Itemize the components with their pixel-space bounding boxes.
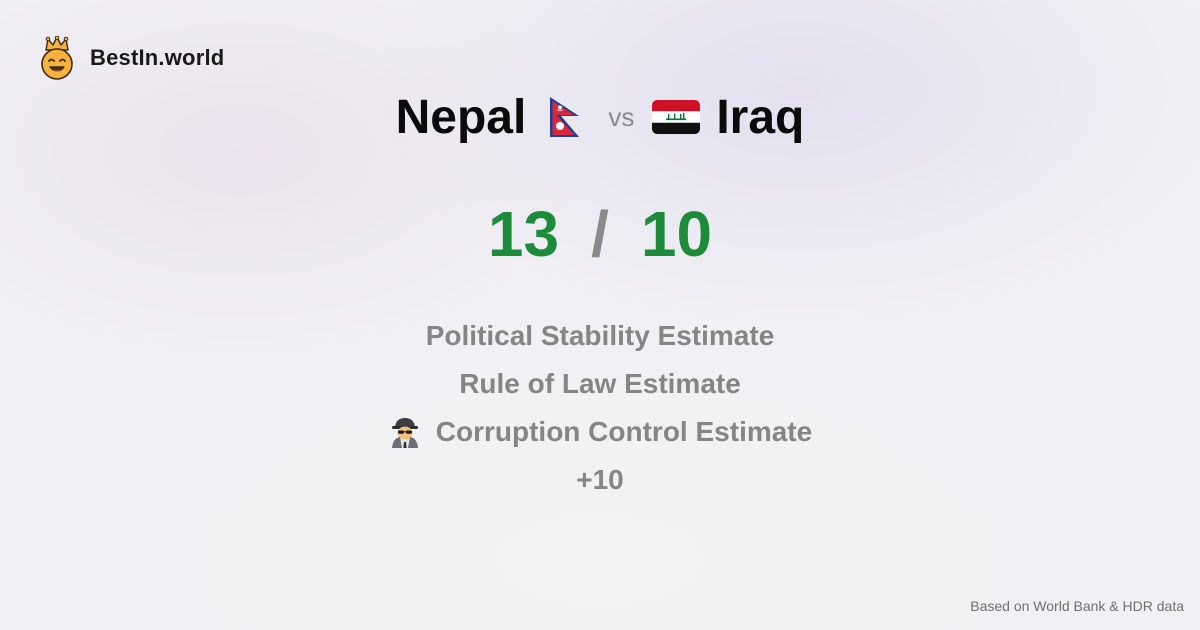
left-score: 13 — [487, 198, 560, 270]
vs-label: vs — [608, 101, 635, 132]
criterion-label: +10 — [576, 464, 624, 495]
brand[interactable]: BestIn.world — [38, 36, 224, 80]
comparison-title: Nepal vs Iraq — [0, 86, 1200, 148]
criterion-rule-of-law: Rule of Law Estimate — [0, 360, 1200, 408]
criterion-corruption-control: Corruption Control Estimate — [0, 408, 1200, 456]
score-row: 13 / 10 — [0, 196, 1200, 272]
criterion-more-count: +10 — [0, 456, 1200, 504]
nepal-flag-icon — [550, 97, 580, 137]
right-country-name: Iraq — [716, 90, 805, 144]
criterion-political-stability: Political Stability Estimate — [0, 312, 1200, 360]
crown-smiley-icon — [41, 36, 73, 80]
criterion-label: Rule of Law Estimate — [459, 368, 741, 399]
data-source-note: Based on World Bank & HDR data — [970, 598, 1184, 614]
iraq-flag-icon — [652, 100, 701, 134]
criteria-list: Political Stability Estimate Rule of Law… — [0, 312, 1200, 504]
spy-icon — [391, 418, 418, 448]
left-country-name: Nepal — [395, 90, 527, 144]
right-score: 10 — [640, 198, 713, 270]
score-separator: / — [591, 198, 609, 270]
criterion-label: Corruption Control Estimate — [435, 416, 813, 447]
criterion-label: Political Stability Estimate — [425, 320, 775, 351]
brand-name: BestIn.world — [90, 45, 225, 70]
